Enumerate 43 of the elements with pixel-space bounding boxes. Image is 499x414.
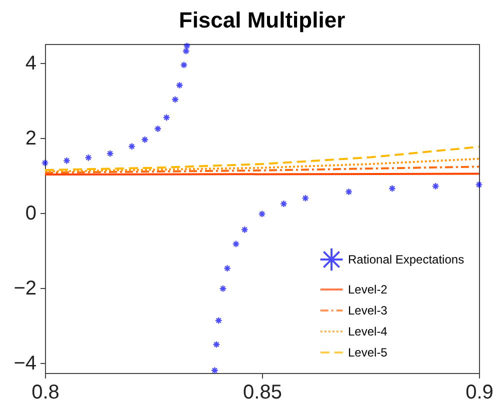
point (232, 240, 240, 248)
y-tick-label: 2 (25, 127, 36, 150)
y-tick-label: −2 (14, 277, 36, 300)
point (176, 82, 184, 90)
point (210, 366, 218, 374)
chart-title: Fiscal Multiplier (178, 7, 346, 32)
point (62, 156, 70, 164)
point (258, 210, 266, 218)
x-tick-label: 0.8 (32, 382, 60, 404)
point (183, 42, 191, 50)
legend-label: Level-3 (348, 304, 388, 318)
point (224, 264, 232, 272)
legend-label: Rational Expectations (348, 252, 464, 266)
point (212, 340, 220, 348)
line-series (45, 146, 479, 172)
point (171, 96, 179, 104)
point (219, 284, 227, 292)
point (182, 47, 190, 55)
point (214, 316, 222, 324)
point (106, 150, 114, 158)
x-tick-label: 0.9 (466, 382, 494, 404)
legend-label: Level-5 (348, 346, 388, 360)
x-tick-label: 0.85 (243, 382, 282, 404)
point (41, 159, 49, 167)
y-tick-label: 0 (25, 202, 36, 224)
point (388, 184, 396, 192)
point (432, 182, 440, 190)
legend-label: Level-4 (348, 324, 388, 338)
point (240, 226, 248, 234)
point (302, 194, 310, 202)
line-series (45, 158, 479, 173)
point (162, 114, 170, 122)
y-tick-label: −4 (14, 352, 36, 374)
point (345, 188, 353, 196)
point (475, 180, 483, 188)
point (141, 136, 149, 144)
point (154, 125, 162, 133)
y-tick-label: 4 (25, 52, 36, 74)
point (180, 61, 188, 69)
point (280, 200, 288, 208)
point (128, 142, 136, 150)
legend-label: Level-2 (348, 282, 388, 296)
point (84, 154, 92, 162)
